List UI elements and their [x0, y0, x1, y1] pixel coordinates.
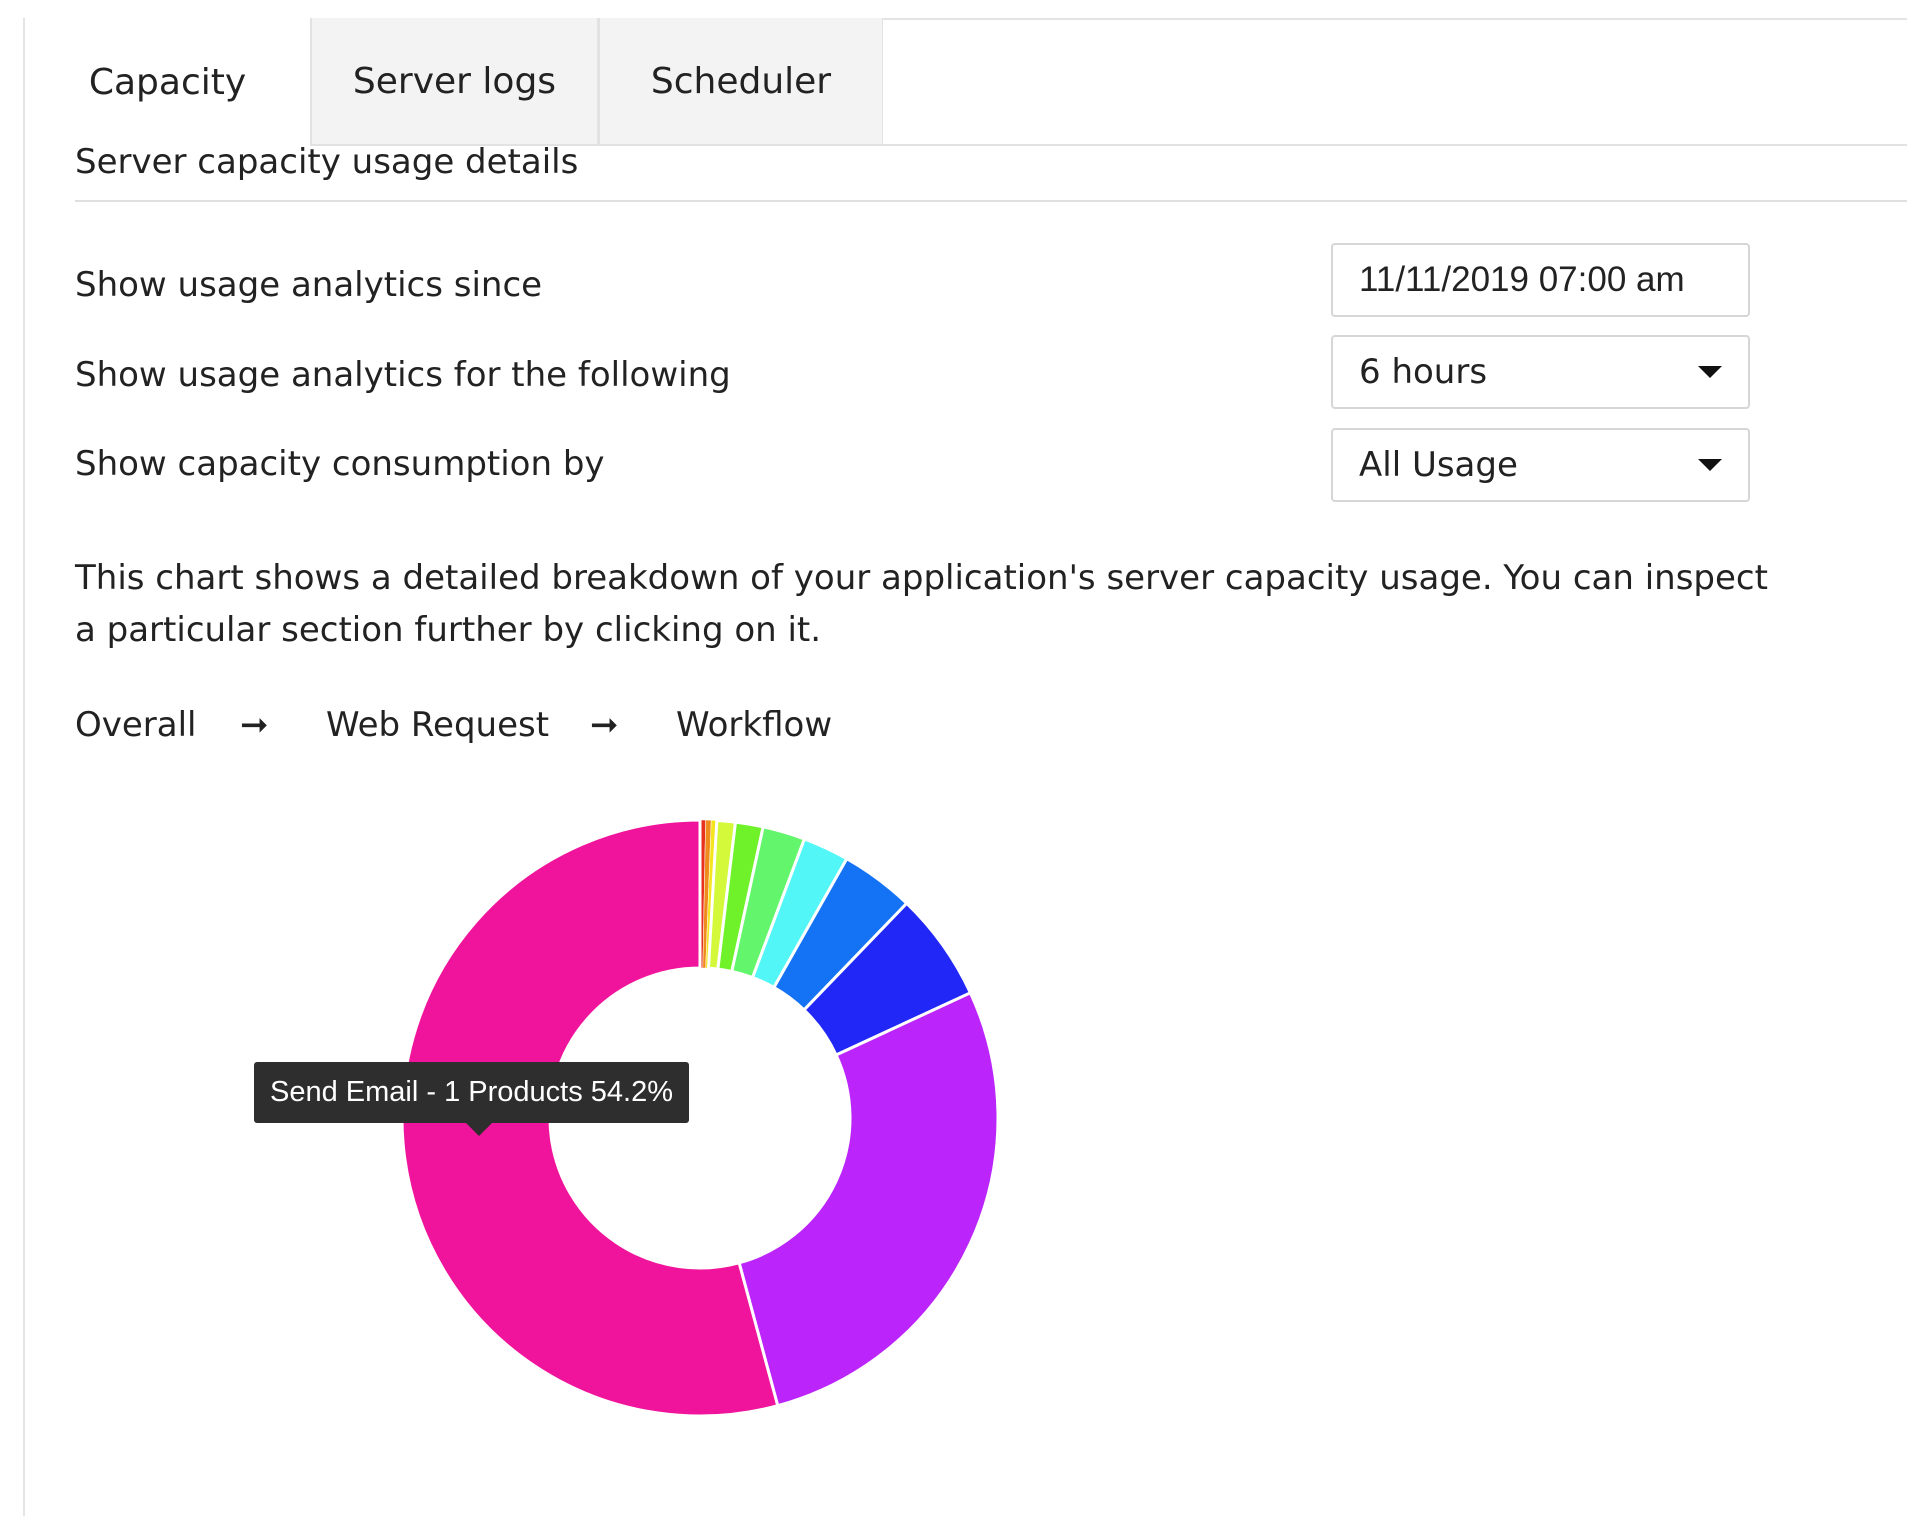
tab-scheduler[interactable]: Scheduler — [598, 18, 883, 146]
tooltip-pointer — [465, 1122, 493, 1136]
capacity-panel — [23, 18, 1907, 1516]
chevron-down-icon — [1698, 366, 1722, 378]
tab-server-logs[interactable]: Server logs — [310, 18, 598, 146]
since-label: Show usage analytics since — [75, 265, 543, 305]
tab-bar: Capacity Server logs Scheduler — [25, 18, 883, 146]
consumption-label: Show capacity consumption by — [75, 444, 605, 484]
since-datetime-field[interactable] — [1331, 243, 1750, 317]
tab-bar-divider — [883, 144, 1907, 146]
arrow-right-icon: ➞ — [240, 705, 269, 745]
breadcrumb-item-workflow[interactable]: Workflow — [676, 705, 833, 745]
tab-capacity[interactable]: Capacity — [25, 18, 310, 146]
chevron-down-icon — [1698, 459, 1722, 471]
donut-slice-11[interactable] — [400, 818, 780, 1418]
tooltip-value: 54.2% — [590, 1076, 673, 1108]
chart-description: This chart shows a detailed breakdown of… — [75, 558, 1768, 650]
breadcrumb-item-web-request[interactable]: Web Request — [326, 705, 550, 745]
duration-select[interactable]: 6 hours — [1331, 335, 1750, 409]
duration-label: Show usage analytics for the following — [75, 355, 731, 395]
tooltip-label: Send Email - 1 Products — [270, 1076, 583, 1108]
consumption-select[interactable]: All Usage — [1331, 428, 1750, 502]
chart-tooltip: Send Email - 1 Products 54.2% — [254, 1062, 689, 1123]
duration-select-value: 6 hours — [1359, 352, 1488, 392]
section-divider — [75, 200, 1907, 202]
section-title: Server capacity usage details — [75, 142, 579, 182]
breadcrumb-item-overall[interactable]: Overall — [75, 705, 197, 745]
since-datetime-input[interactable] — [1359, 260, 1739, 300]
arrow-right-icon: ➞ — [590, 705, 619, 745]
consumption-select-value: All Usage — [1359, 445, 1518, 485]
donut-slice-10[interactable] — [737, 990, 1000, 1408]
